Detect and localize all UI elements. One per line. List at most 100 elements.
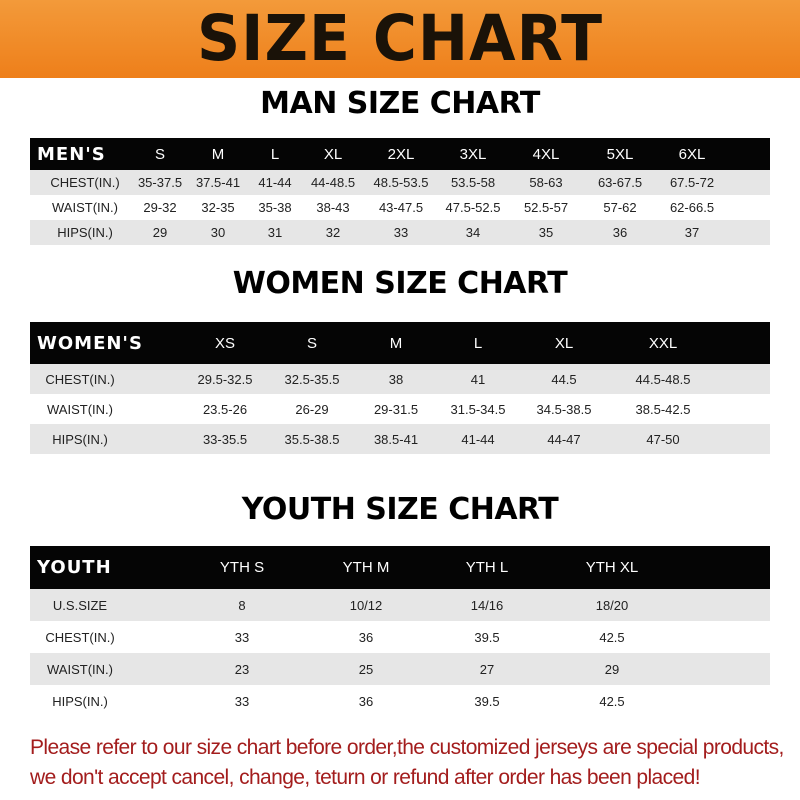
table-cell: 35 xyxy=(538,225,554,240)
table-row: WAIST(IN.) 29-32 32-35 35-38 38-43 43-47.5 47.… xyxy=(30,195,770,220)
table-cell: 36 xyxy=(358,693,374,709)
table-cell: 29-32 xyxy=(143,200,177,215)
table-cell: 63-67.5 xyxy=(597,175,643,190)
table-row: CHEST(IN.) 29.5-32.5 32.5-35.5 38 41 44.5 44.5… xyxy=(30,364,770,394)
table-cell: 44-48.5 xyxy=(310,175,356,190)
table-cell: 44.5-48.5 xyxy=(635,371,691,387)
header-size: YTH S xyxy=(219,559,265,576)
table-cell: 47.5-52.5 xyxy=(445,200,501,215)
header-size: XL xyxy=(323,145,343,163)
table-cell: 38.5-41 xyxy=(373,431,419,447)
men-title: MAN SIZE CHART xyxy=(260,86,540,121)
row-label: WAIST(IN.) xyxy=(52,200,118,215)
header-label: MEN'S xyxy=(37,143,106,165)
table-cell: 35-38 xyxy=(258,200,292,215)
table-row: WAIST(IN.) 23 25 27 29 xyxy=(30,653,770,685)
header-size: 2XL xyxy=(387,145,415,163)
table-cell: 23.5-26 xyxy=(202,401,248,417)
table-cell: 10/12 xyxy=(349,597,383,613)
table-cell: 57-62 xyxy=(603,200,637,215)
table-row: CHEST(IN.) 35-37.5 37.5-41 41-44 44-48.5 48.5… xyxy=(30,170,770,195)
table-cell: 62-66.5 xyxy=(669,200,715,215)
header-size: 3XL xyxy=(459,145,487,163)
header-size: XXL xyxy=(648,334,678,352)
youth-header-row: YOUTH YTH S YTH M YTH L YTH XL xyxy=(30,546,770,589)
table-cell: 33 xyxy=(234,629,250,645)
table-cell: 41-44 xyxy=(461,431,495,447)
table-cell: 44-47 xyxy=(547,431,581,447)
table-row: HIPS(IN.) 33 36 39.5 42.5 xyxy=(30,685,770,717)
table-cell: 29.5-32.5 xyxy=(197,371,253,387)
table-cell: 38-43 xyxy=(316,200,350,215)
row-label: HIPS(IN.) xyxy=(52,693,108,709)
table-cell: 27 xyxy=(479,661,495,677)
table-row: WAIST(IN.) 23.5-26 26-29 29-31.5 31.5-34.5 34… xyxy=(30,394,770,424)
row-label: CHEST(IN.) xyxy=(45,629,115,645)
header-size: YTH XL xyxy=(585,559,639,576)
header-size: YTH M xyxy=(342,559,390,576)
table-cell: 36 xyxy=(358,629,374,645)
table-cell: 23 xyxy=(234,661,250,677)
table-cell: 29-31.5 xyxy=(373,401,419,417)
header-size: XS xyxy=(214,334,236,352)
row-label: U.S.SIZE xyxy=(52,597,108,613)
row-label: CHEST(IN.) xyxy=(45,371,115,387)
table-cell: 18/20 xyxy=(595,597,629,613)
table-cell: 37.5-41 xyxy=(195,175,241,190)
table-cell: 29 xyxy=(152,225,168,240)
banner-title: SIZE CHART xyxy=(196,2,604,76)
table-cell: 44.5 xyxy=(551,371,577,387)
table-cell: 26-29 xyxy=(295,401,329,417)
table-cell: 39.5 xyxy=(474,629,500,645)
header-size: L xyxy=(270,145,280,163)
table-cell: 41-44 xyxy=(258,175,292,190)
table-cell: 38 xyxy=(388,371,404,387)
table-cell: 29 xyxy=(604,661,620,677)
table-cell: 33-35.5 xyxy=(202,431,248,447)
table-cell: 41 xyxy=(470,371,486,387)
table-cell: 35-37.5 xyxy=(137,175,183,190)
header-size: M xyxy=(211,145,225,163)
table-cell: 32-35 xyxy=(201,200,235,215)
table-cell: 37 xyxy=(684,225,700,240)
men-header-row: MEN'S S M L XL 2XL 3XL 4XL 5XL 6XL xyxy=(30,138,770,170)
table-cell: 35.5-38.5 xyxy=(284,431,340,447)
table-cell: 32.5-35.5 xyxy=(284,371,340,387)
header-size: L xyxy=(473,334,483,352)
table-cell: 48.5-53.5 xyxy=(373,175,429,190)
row-label: WAIST(IN.) xyxy=(47,661,113,677)
table-cell: 31.5-34.5 xyxy=(450,401,506,417)
table-cell: 53.5-58 xyxy=(450,175,496,190)
header-size: 6XL xyxy=(678,145,706,163)
header-size: 5XL xyxy=(606,145,634,163)
youth-size-table: YOUTH YTH S YTH M YTH L YTH XL U.S.SIZE 8 10/12… xyxy=(30,546,770,717)
table-cell: 47-50 xyxy=(646,431,680,447)
row-label: HIPS(IN.) xyxy=(52,431,108,447)
header-size: S xyxy=(154,145,166,163)
table-cell: 33 xyxy=(234,693,250,709)
table-cell: 39.5 xyxy=(474,693,500,709)
table-cell: 32 xyxy=(325,225,341,240)
men-size-table: MEN'S S M L XL 2XL 3XL 4XL 5XL 6XL CHEST(IN.) 35-37… xyxy=(30,138,770,245)
header-size: S xyxy=(306,334,318,352)
table-cell: 67.5-72 xyxy=(669,175,715,190)
women-title: WOMEN SIZE CHART xyxy=(232,266,568,301)
row-label: HIPS(IN.) xyxy=(57,225,113,240)
note-line-2: we don't accept cancel, change, teturn o… xyxy=(30,766,701,789)
table-cell: 52.5-57 xyxy=(523,200,569,215)
youth-title: YOUTH SIZE CHART xyxy=(241,492,559,527)
table-cell: 14/16 xyxy=(470,597,504,613)
header-label: YOUTH xyxy=(37,557,112,578)
header-size: 4XL xyxy=(532,145,560,163)
table-cell: 33 xyxy=(393,225,409,240)
row-label: CHEST(IN.) xyxy=(50,175,120,190)
table-cell: 8 xyxy=(238,597,246,613)
table-row: U.S.SIZE 8 10/12 14/16 18/20 xyxy=(30,589,770,621)
header-size: YTH L xyxy=(465,559,509,576)
header-size: XL xyxy=(554,334,574,352)
table-row: HIPS(IN.) 29 30 31 32 33 34 35 36 37 xyxy=(30,220,770,245)
table-cell: 36 xyxy=(612,225,628,240)
table-cell: 42.5 xyxy=(599,693,625,709)
banner: SIZE CHART xyxy=(0,0,800,78)
table-cell: 25 xyxy=(358,661,374,677)
